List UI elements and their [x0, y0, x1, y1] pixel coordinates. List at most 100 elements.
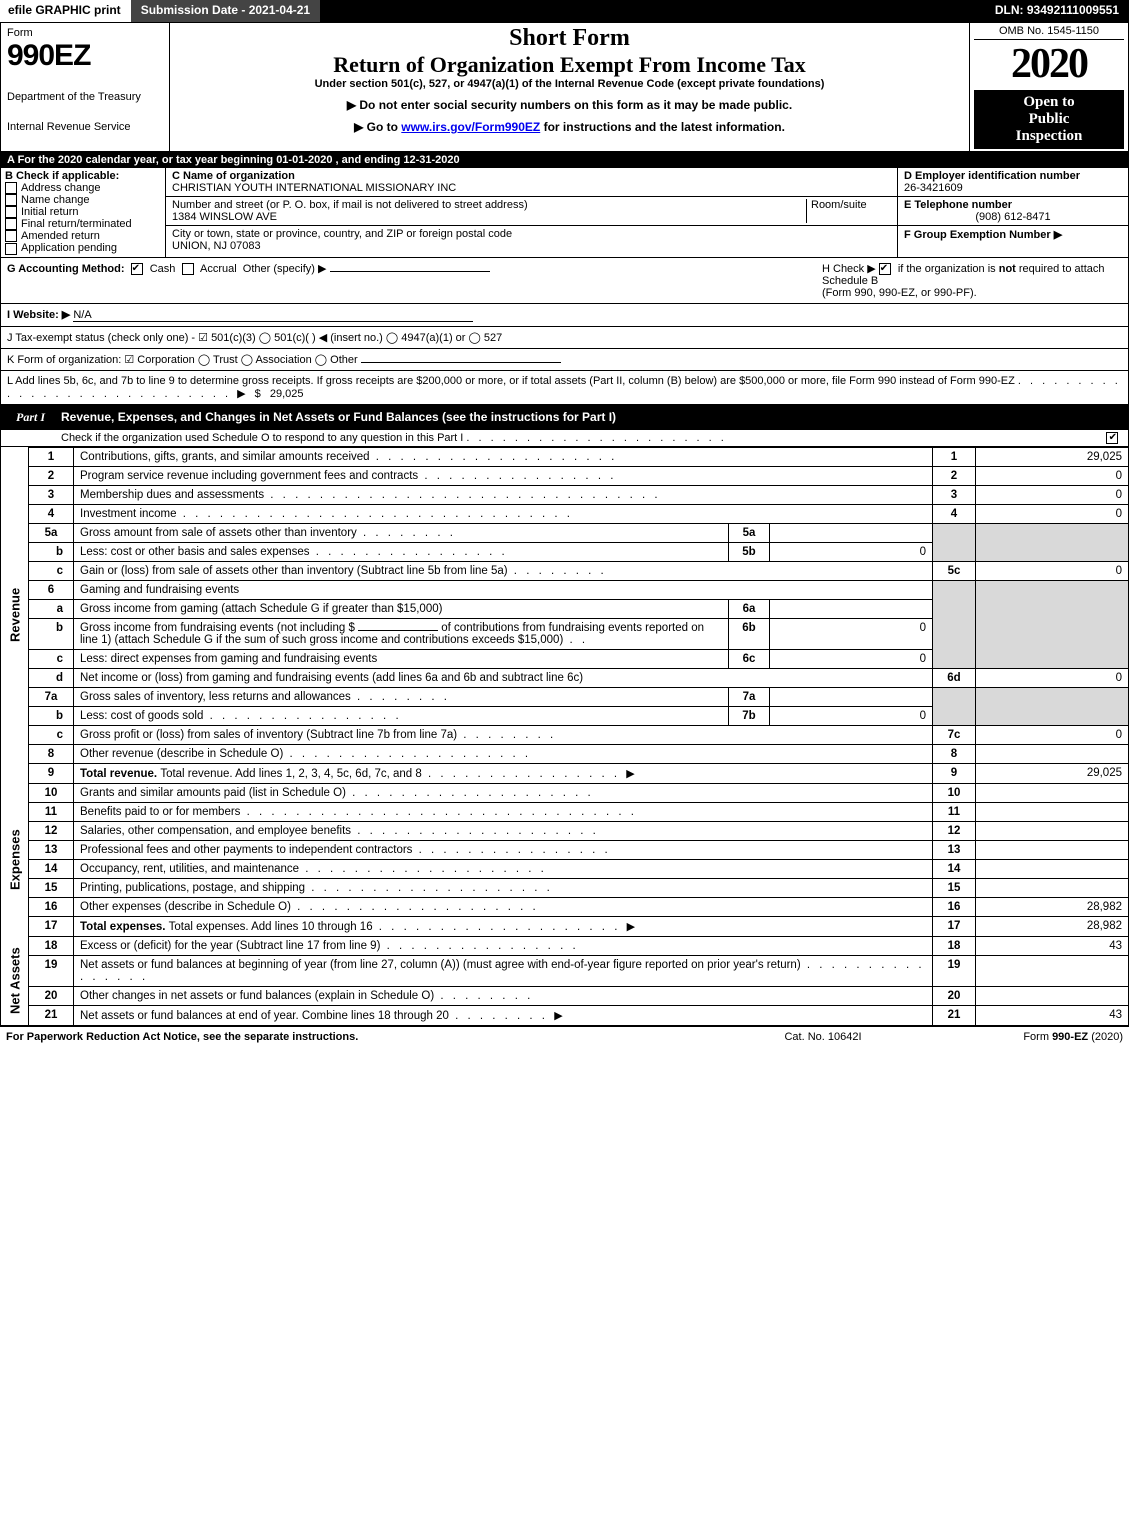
line-j-tax-exempt: J Tax-exempt status (check only one) - ☑… — [0, 327, 1129, 349]
subtitle: Under section 501(c), 527, or 4947(a)(1)… — [176, 78, 963, 90]
line-a-tax-year: A For the 2020 calendar year, or tax yea… — [0, 152, 1129, 168]
val-7b: 0 — [770, 706, 933, 725]
row-17: 17 Total expenses. Total expenses. Add l… — [1, 916, 1129, 936]
amt-6d: 0 — [976, 668, 1129, 687]
chk-initial-return[interactable]: Initial return — [5, 206, 161, 218]
amt-2: 0 — [976, 466, 1129, 485]
other-method-input[interactable] — [330, 271, 490, 272]
title-short-form: Short Form — [176, 25, 963, 52]
row-5c: c Gain or (loss) from sale of assets oth… — [1, 561, 1129, 580]
other-org-input[interactable] — [361, 362, 561, 363]
header-right: OMB No. 1545-1150 2020 Open to Public In… — [970, 23, 1128, 151]
expenses-section-label: Expenses — [1, 783, 29, 936]
val-7a — [770, 687, 933, 706]
row-14: 14 Occupancy, rent, utilities, and maint… — [1, 859, 1129, 878]
amt-14 — [976, 859, 1129, 878]
amt-11 — [976, 802, 1129, 821]
row-1: Revenue 1 Contributions, gifts, grants, … — [1, 447, 1129, 466]
form-word: Form — [7, 27, 163, 39]
row-7a: 7a Gross sales of inventory, less return… — [1, 687, 1129, 706]
header-left: Form 990EZ Department of the Treasury In… — [1, 23, 170, 151]
val-6c: 0 — [770, 649, 933, 668]
dept-irs: Internal Revenue Service — [7, 121, 163, 133]
amt-8 — [976, 744, 1129, 763]
amt-7c: 0 — [976, 725, 1129, 744]
amt-9: 29,025 — [976, 763, 1129, 783]
fundraising-amount-input[interactable] — [358, 630, 438, 631]
chk-amended-return[interactable]: Amended return — [5, 230, 161, 242]
row-11: 11 Benefits paid to or for members . . .… — [1, 802, 1129, 821]
org-city-cell: City or town, state or province, country… — [166, 226, 897, 254]
chk-name-change[interactable]: Name change — [5, 194, 161, 206]
revenue-section-label: Revenue — [1, 447, 29, 783]
row-6b: b Gross income from fundraising events (… — [1, 618, 1129, 649]
line-g-h: G Accounting Method: Cash Accrual Other … — [0, 258, 1129, 304]
org-address-cell: Number and street (or P. O. box, if mail… — [166, 197, 897, 226]
row-5a: 5a Gross amount from sale of assets othe… — [1, 523, 1129, 542]
chk-address-change[interactable]: Address change — [5, 182, 161, 194]
open-to-public-inspection: Open to Public Inspection — [974, 90, 1124, 149]
chk-schedule-o-part1[interactable] — [1106, 432, 1118, 444]
cat-no: Cat. No. 10642I — [723, 1031, 923, 1043]
website-value: N/A — [73, 309, 473, 322]
row-9: 9 Total revenue. Total revenue. Add line… — [1, 763, 1129, 783]
phone-value: (908) 612-8471 — [904, 211, 1122, 223]
gross-receipts-amount: 29,025 — [270, 388, 304, 400]
chk-final-return[interactable]: Final return/terminated — [5, 218, 161, 230]
form-number: 990EZ — [7, 39, 163, 73]
line-h: H Check ▶ if the organization is not req… — [812, 262, 1122, 299]
row-7c: c Gross profit or (loss) from sales of i… — [1, 725, 1129, 744]
part-1-title: Revenue, Expenses, and Changes in Net As… — [61, 410, 616, 424]
amt-19 — [976, 955, 1129, 986]
line-k-form-of-org: K Form of organization: ☑ Corporation ◯ … — [0, 349, 1129, 371]
form-footer-label: Form 990-EZ (2020) — [923, 1031, 1123, 1043]
amt-21: 43 — [976, 1005, 1129, 1025]
row-4: 4 Investment income . . . . . . . . . . … — [1, 504, 1129, 523]
val-5b: 0 — [770, 542, 933, 561]
amt-3: 0 — [976, 485, 1129, 504]
tax-year: 2020 — [974, 40, 1124, 88]
chk-schedule-b-not-required[interactable] — [879, 263, 891, 275]
box-c: C Name of organization CHRISTIAN YOUTH I… — [166, 168, 898, 257]
amt-20 — [976, 986, 1129, 1005]
line-l-gross-receipts: L Add lines 5b, 6c, and 7b to line 9 to … — [0, 371, 1129, 405]
row-19: 19 Net assets or fund balances at beginn… — [1, 955, 1129, 986]
row-2: 2 Program service revenue including gove… — [1, 466, 1129, 485]
row-12: 12 Salaries, other compensation, and emp… — [1, 821, 1129, 840]
val-5a — [770, 523, 933, 542]
chk-application-pending[interactable]: Application pending — [5, 242, 161, 254]
part-1-table: Revenue 1 Contributions, gifts, grants, … — [0, 447, 1129, 1026]
val-6a — [770, 599, 933, 618]
dept-treasury: Department of the Treasury — [7, 91, 163, 103]
dln-label: DLN: 93492111009551 — [985, 0, 1129, 22]
row-13: 13 Professional fees and other payments … — [1, 840, 1129, 859]
omb-number: OMB No. 1545-1150 — [974, 25, 1124, 40]
form-header: Form 990EZ Department of the Treasury In… — [0, 22, 1129, 152]
net-assets-section-label: Net Assets — [1, 936, 29, 1025]
line-i-website: I Website: ▶ N/A — [0, 304, 1129, 327]
page-footer: For Paperwork Reduction Act Notice, see … — [0, 1026, 1129, 1043]
org-name-cell: C Name of organization CHRISTIAN YOUTH I… — [166, 168, 897, 197]
info-grid: B Check if applicable: Address change Na… — [0, 168, 1129, 258]
row-6: 6 Gaming and fundraising events — [1, 580, 1129, 599]
instr-ssn: ▶ Do not enter social security numbers o… — [176, 98, 963, 112]
part-1-sub: Check if the organization used Schedule … — [0, 430, 1129, 447]
irs-link[interactable]: www.irs.gov/Form990EZ — [401, 120, 540, 134]
chk-cash[interactable] — [131, 263, 143, 275]
org-address-value: 1384 WINSLOW AVE — [172, 211, 806, 223]
row-20: 20 Other changes in net assets or fund b… — [1, 986, 1129, 1005]
title-return: Return of Organization Exempt From Incom… — [176, 52, 963, 78]
box-d-e-f: D Employer identification number 26-3421… — [898, 168, 1128, 257]
amt-12 — [976, 821, 1129, 840]
paperwork-notice: For Paperwork Reduction Act Notice, see … — [6, 1031, 723, 1043]
part-1-label: Part I — [8, 408, 53, 427]
row-21: 21 Net assets or fund balances at end of… — [1, 1005, 1129, 1025]
amt-15 — [976, 878, 1129, 897]
org-city-value: UNION, NJ 07083 — [172, 240, 891, 252]
phone-cell: E Telephone number (908) 612-8471 — [898, 197, 1128, 226]
accounting-method: G Accounting Method: Cash Accrual Other … — [7, 262, 812, 299]
row-10: Expenses 10 Grants and similar amounts p… — [1, 783, 1129, 802]
row-7b: b Less: cost of goods sold . . . . . . .… — [1, 706, 1129, 725]
row-6d: d Net income or (loss) from gaming and f… — [1, 668, 1129, 687]
chk-accrual[interactable] — [182, 263, 194, 275]
